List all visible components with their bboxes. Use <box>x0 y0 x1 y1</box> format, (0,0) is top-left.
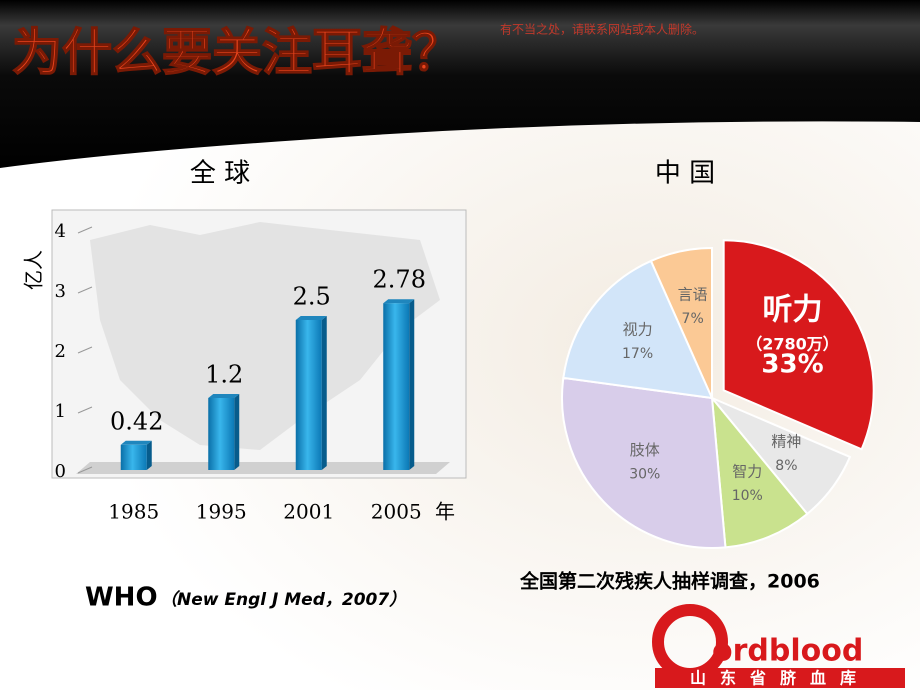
slice-value: 10% <box>732 488 763 504</box>
slice-label: 听力 <box>763 292 823 327</box>
chart-title: 中 国 <box>655 159 715 189</box>
x-unit: 年 <box>435 500 455 524</box>
slice-note: （2780万） <box>746 334 839 353</box>
slice-value: 7% <box>682 311 704 327</box>
watermark: 有不当之处，请联系网站或本人删除。 <box>500 22 704 37</box>
bar-side <box>146 440 152 470</box>
grid-line <box>77 286 93 294</box>
slice-value: 33% <box>761 349 823 379</box>
y-tick-label: 0 <box>55 461 66 482</box>
logo-bar <box>655 668 905 688</box>
data-label: 2.78 <box>373 266 426 294</box>
bar-top <box>295 316 327 320</box>
pie-slice <box>649 246 713 399</box>
pie-slice <box>561 376 727 549</box>
slide-title: 为什么要关注耳聋？ <box>12 24 462 82</box>
bar <box>295 320 322 470</box>
bar <box>208 398 235 470</box>
y-tick-label: 3 <box>55 281 66 302</box>
slice-value: 30% <box>629 466 660 482</box>
source-org: WHO <box>85 583 158 613</box>
grid-line <box>77 466 93 474</box>
y-axis-label: 亿人 <box>22 250 46 290</box>
slice-label: 言语 <box>678 286 708 304</box>
slice-label: 肢体 <box>630 441 660 459</box>
slice-label: 视力 <box>623 321 653 339</box>
y-tick-label: 2 <box>55 341 66 362</box>
slice-value: 17% <box>622 346 653 362</box>
bar-side <box>234 394 240 470</box>
y-tick-label: 4 <box>55 221 66 242</box>
bar-top <box>208 394 240 398</box>
x-tick-label: 1995 <box>196 500 247 524</box>
slice-value: 8% <box>775 458 797 474</box>
bar-top <box>120 440 152 445</box>
bar <box>383 303 410 470</box>
x-tick-label: 1985 <box>108 500 159 524</box>
pie-slice <box>562 259 714 400</box>
logo-brand: ordblood <box>712 634 863 669</box>
bar <box>120 444 147 470</box>
world-map <box>90 222 440 450</box>
y-tick-label: 1 <box>55 401 66 422</box>
data-label: 0.42 <box>110 407 163 435</box>
bar-side <box>409 299 415 470</box>
grid-line <box>77 346 93 354</box>
bar-top <box>383 299 415 304</box>
logo: ordblood 山东省脐血库 <box>652 604 905 688</box>
x-tick-label: 2001 <box>283 500 334 524</box>
data-label: 2.5 <box>293 283 331 311</box>
source-citation: （New Engl J Med，2007） <box>160 590 406 610</box>
logo-name: 山东省脐血库 <box>690 669 870 688</box>
pie-slice <box>722 239 875 451</box>
grid-line <box>77 226 93 234</box>
bar-side <box>321 316 327 470</box>
data-label: 1.2 <box>205 361 243 389</box>
chart-floor <box>76 462 450 474</box>
source: 全国第二次残疾人抽样调查，2006 <box>519 570 820 593</box>
x-tick-label: 2005 <box>371 500 422 524</box>
slice-label: 精神 <box>771 432 801 450</box>
header-band <box>0 0 920 168</box>
grid-line <box>77 406 93 414</box>
pie-slice <box>710 394 809 549</box>
chart-title: 全 球 <box>190 159 250 189</box>
slice-label: 智力 <box>732 463 762 481</box>
